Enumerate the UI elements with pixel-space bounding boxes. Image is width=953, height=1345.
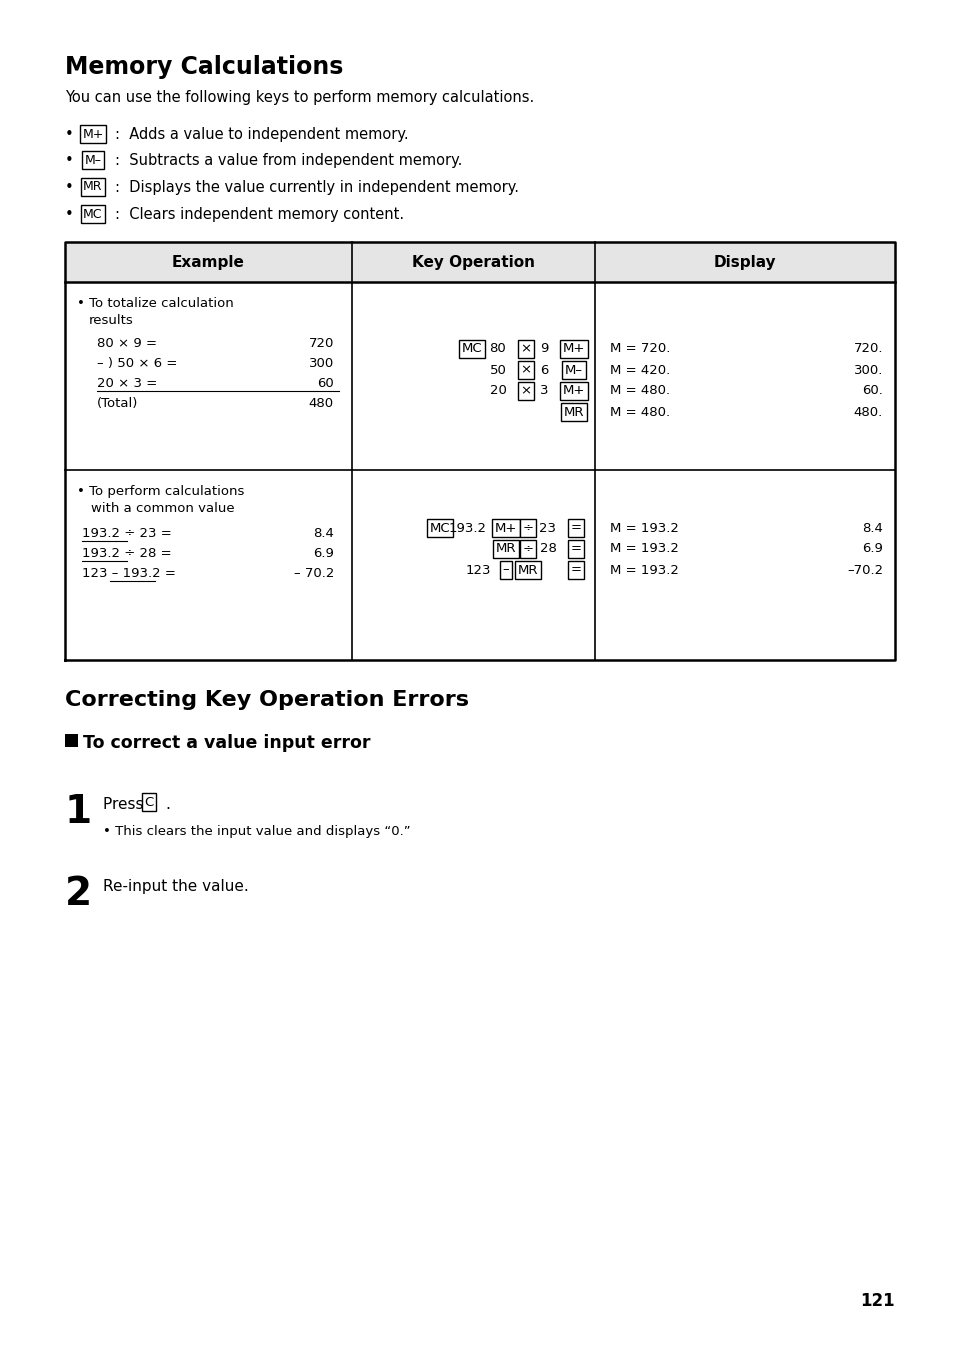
- Text: =: =: [570, 522, 581, 534]
- Text: 123 – 193.2 =: 123 – 193.2 =: [82, 568, 175, 580]
- Text: results: results: [89, 313, 133, 327]
- Text: 23: 23: [539, 522, 556, 534]
- Text: M = 480.: M = 480.: [609, 385, 669, 398]
- Text: :  Displays the value currently in independent memory.: : Displays the value currently in indepe…: [115, 180, 518, 195]
- Text: •: •: [65, 126, 73, 143]
- Text: M+: M+: [495, 522, 517, 534]
- Text: 80 × 9 =: 80 × 9 =: [97, 338, 157, 350]
- Text: 6.9: 6.9: [313, 547, 334, 560]
- Text: 193.2 ÷ 28 =: 193.2 ÷ 28 =: [82, 547, 172, 560]
- Text: M = 193.2: M = 193.2: [609, 522, 679, 534]
- Text: 480.: 480.: [853, 405, 882, 418]
- Text: • To perform calculations: • To perform calculations: [77, 486, 244, 498]
- Text: ×: ×: [520, 343, 531, 355]
- Text: • To totalize calculation: • To totalize calculation: [77, 297, 233, 309]
- Text: 8.4: 8.4: [313, 527, 334, 539]
- Text: 6.9: 6.9: [862, 542, 882, 555]
- Text: •: •: [65, 153, 73, 168]
- Text: 480: 480: [309, 397, 334, 410]
- Text: 28: 28: [539, 542, 556, 555]
- Text: :  Clears independent memory content.: : Clears independent memory content.: [115, 207, 404, 222]
- Text: =: =: [570, 564, 581, 577]
- Text: –70.2: –70.2: [846, 564, 882, 577]
- Text: MR: MR: [83, 180, 103, 194]
- Text: 300.: 300.: [853, 363, 882, 377]
- Text: M–: M–: [85, 153, 101, 167]
- Text: ÷: ÷: [522, 542, 533, 555]
- Bar: [65, 734, 78, 746]
- Text: ÷: ÷: [522, 522, 533, 534]
- Text: with a common value: with a common value: [91, 502, 234, 515]
- Text: 193.2 ÷ 23 =: 193.2 ÷ 23 =: [82, 527, 172, 539]
- Text: Correcting Key Operation Errors: Correcting Key Operation Errors: [65, 690, 469, 710]
- Text: 60.: 60.: [862, 385, 882, 398]
- Text: Display: Display: [713, 254, 776, 269]
- Text: Key Operation: Key Operation: [412, 254, 535, 269]
- Text: M = 420.: M = 420.: [609, 363, 670, 377]
- Text: M = 193.2: M = 193.2: [609, 564, 679, 577]
- Text: 720: 720: [309, 338, 334, 350]
- Text: MC: MC: [429, 522, 450, 534]
- Text: :  Subtracts a value from independent memory.: : Subtracts a value from independent mem…: [115, 153, 462, 168]
- Text: 300: 300: [309, 356, 334, 370]
- Text: – 70.2: – 70.2: [294, 568, 334, 580]
- Text: 60: 60: [317, 377, 334, 390]
- Text: 193.2: 193.2: [449, 522, 486, 534]
- Text: .: .: [165, 798, 170, 812]
- Text: – ) 50 × 6 =: – ) 50 × 6 =: [97, 356, 177, 370]
- Text: 121: 121: [860, 1293, 894, 1310]
- Text: 80: 80: [489, 343, 506, 355]
- Text: 2: 2: [65, 876, 92, 913]
- Text: 1: 1: [65, 794, 92, 831]
- Text: 20 × 3 =: 20 × 3 =: [97, 377, 157, 390]
- Text: (Total): (Total): [97, 397, 138, 410]
- Text: M+: M+: [562, 343, 584, 355]
- Text: M–: M–: [564, 363, 582, 377]
- Text: 9: 9: [539, 343, 548, 355]
- Text: MR: MR: [496, 542, 516, 555]
- Text: M = 720.: M = 720.: [609, 343, 670, 355]
- Text: •: •: [65, 207, 73, 222]
- Text: 6: 6: [539, 363, 548, 377]
- Bar: [65, 242, 894, 282]
- Text: You can use the following keys to perform memory calculations.: You can use the following keys to perfor…: [65, 90, 534, 105]
- Text: M = 193.2: M = 193.2: [609, 542, 679, 555]
- Text: Memory Calculations: Memory Calculations: [65, 55, 343, 79]
- Text: ×: ×: [520, 363, 531, 377]
- Text: M+: M+: [82, 128, 104, 140]
- Text: Re-input the value.: Re-input the value.: [103, 880, 249, 894]
- Text: • This clears the input value and displays “0.”: • This clears the input value and displa…: [103, 824, 410, 838]
- Text: MC: MC: [83, 207, 103, 221]
- Text: 720.: 720.: [853, 343, 882, 355]
- Text: :  Adds a value to independent memory.: : Adds a value to independent memory.: [115, 126, 408, 143]
- Text: M+: M+: [562, 385, 584, 398]
- Text: M = 480.: M = 480.: [609, 405, 669, 418]
- Text: 123: 123: [465, 564, 490, 577]
- Text: •: •: [65, 180, 73, 195]
- Text: MR: MR: [517, 564, 537, 577]
- Text: 50: 50: [489, 363, 506, 377]
- Text: C: C: [144, 795, 153, 808]
- Text: Example: Example: [172, 254, 245, 269]
- Text: MR: MR: [563, 405, 583, 418]
- Text: –: –: [502, 564, 509, 577]
- Text: MC: MC: [461, 343, 482, 355]
- Text: 20: 20: [489, 385, 506, 398]
- Text: 3: 3: [539, 385, 548, 398]
- Text: Press: Press: [103, 798, 149, 812]
- Text: =: =: [570, 542, 581, 555]
- Text: ×: ×: [520, 385, 531, 398]
- Text: To correct a value input error: To correct a value input error: [83, 734, 370, 752]
- Text: 8.4: 8.4: [862, 522, 882, 534]
